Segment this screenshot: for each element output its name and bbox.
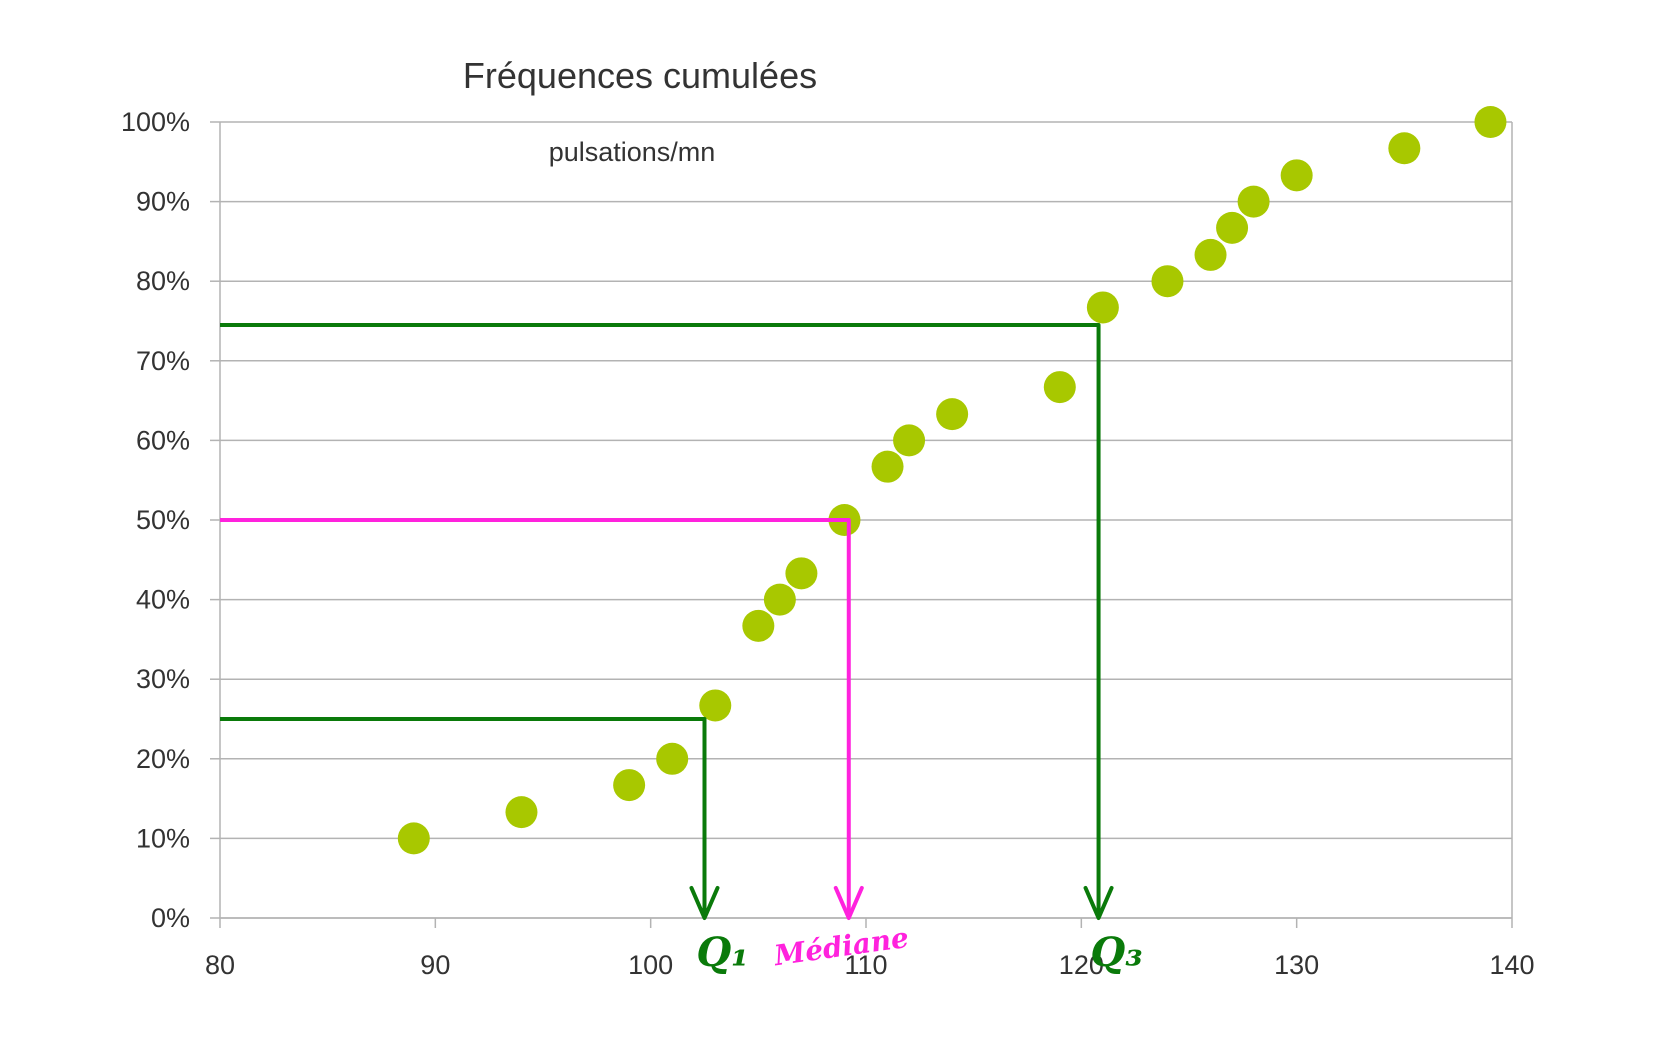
annotation-label: Médiane xyxy=(771,921,911,973)
annotation-arrowhead xyxy=(1083,886,1114,920)
annotation-line xyxy=(220,717,707,914)
axes xyxy=(210,121,1513,928)
y-tick-label: 60% xyxy=(136,425,190,455)
data-point xyxy=(1086,291,1119,324)
y-tick-label: 30% xyxy=(136,664,190,694)
data-point xyxy=(871,450,904,483)
data-point xyxy=(1388,132,1421,165)
data-point xyxy=(699,689,732,722)
y-tick-label: 70% xyxy=(136,346,190,376)
y-tick-label: 40% xyxy=(136,585,190,615)
x-tick-label: 90 xyxy=(420,950,450,980)
data-point xyxy=(613,769,646,802)
data-point xyxy=(1474,106,1507,138)
annotation-label: Q₃ xyxy=(1090,929,1142,976)
y-tick-label: 90% xyxy=(136,187,190,217)
data-point xyxy=(785,557,818,590)
data-point xyxy=(1194,238,1227,271)
annotation-label: Q₁ xyxy=(696,929,748,976)
x-tick-label: 140 xyxy=(1489,950,1534,980)
chart-subtitle: pulsations/mn xyxy=(549,137,716,167)
chart-title: Fréquences cumulées xyxy=(463,55,817,96)
annotation-arrowhead xyxy=(689,886,720,920)
annotation-arrowhead xyxy=(833,886,864,920)
data-point xyxy=(656,742,689,775)
y-tick-label: 80% xyxy=(136,266,190,296)
x-tick-label: 130 xyxy=(1274,950,1319,980)
y-tick-labels: 0% 10% 20% 30% 40% 50% 60% 70% 80% 90% 100% xyxy=(121,107,190,933)
data-point xyxy=(936,398,969,431)
data-point xyxy=(1151,265,1184,298)
data-points xyxy=(397,106,1507,855)
x-tick-label: 120 xyxy=(1059,950,1104,980)
data-point xyxy=(763,583,796,616)
data-point xyxy=(893,424,926,457)
x-tick-label: 110 xyxy=(844,950,887,980)
annotation-line xyxy=(220,518,851,914)
annotation-line xyxy=(220,322,1101,914)
data-point xyxy=(505,796,538,829)
x-tick-labels: 80 90 100 110 120 130 140 xyxy=(205,950,1535,980)
y-tick-label: 20% xyxy=(136,744,190,774)
data-point xyxy=(742,609,775,642)
x-tick-label: 80 xyxy=(205,950,235,980)
y-tick-label: 50% xyxy=(136,505,190,535)
y-tick-label: 0% xyxy=(151,903,190,933)
quartile-annotations: Q₁ Médiane Q₃ xyxy=(220,322,1143,976)
data-point xyxy=(397,822,430,855)
data-point xyxy=(1237,185,1270,218)
data-point xyxy=(1216,211,1249,244)
data-point xyxy=(1280,159,1313,192)
data-point xyxy=(1043,371,1076,404)
x-tick-label: 100 xyxy=(628,950,673,980)
y-tick-label: 10% xyxy=(136,823,190,853)
y-tick-label: 100% xyxy=(121,107,190,137)
